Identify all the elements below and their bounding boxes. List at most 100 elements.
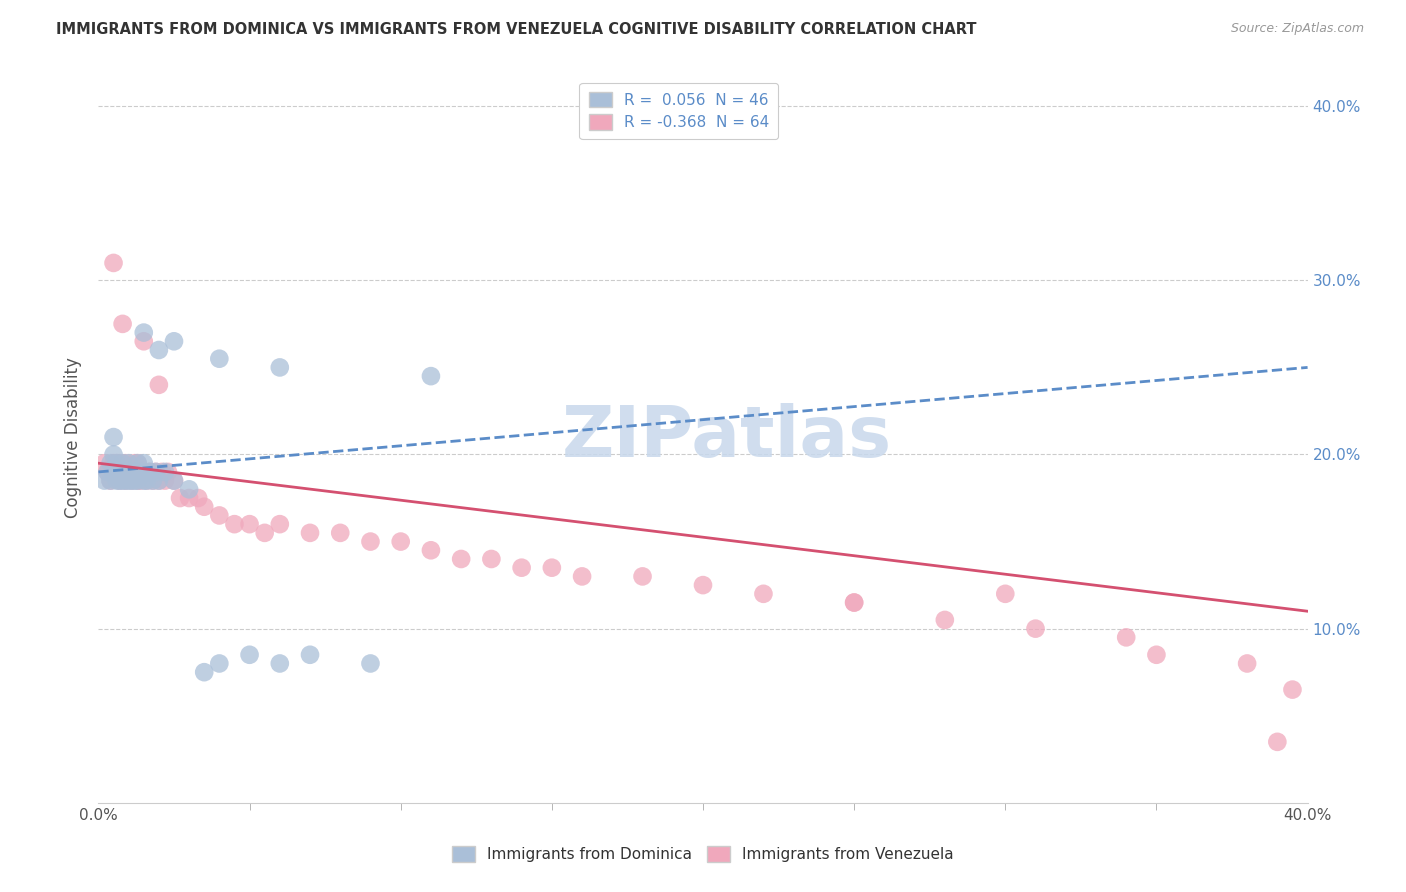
Point: [153, 465, 176, 479]
Point: [93, 456, 115, 470]
Point: [571, 569, 593, 583]
Point: [135, 474, 157, 488]
Point: [1024, 622, 1046, 636]
Point: [360, 657, 382, 671]
Point: [540, 560, 562, 574]
Point: [135, 474, 157, 488]
Point: [124, 465, 146, 479]
Point: [1281, 682, 1303, 697]
Point: [299, 525, 322, 540]
Legend: Immigrants from Dominica, Immigrants from Venezuela: Immigrants from Dominica, Immigrants fro…: [446, 840, 960, 868]
Point: [105, 456, 128, 470]
Text: Source: ZipAtlas.com: Source: ZipAtlas.com: [1230, 22, 1364, 36]
Point: [105, 474, 128, 488]
Point: [103, 465, 125, 479]
Point: [481, 552, 503, 566]
Point: [118, 474, 141, 488]
Point: [239, 517, 262, 532]
Y-axis label: Cognitive Disability: Cognitive Disability: [65, 357, 83, 517]
Point: [269, 657, 291, 671]
Point: [96, 465, 118, 479]
Point: [111, 317, 134, 331]
Point: [844, 595, 866, 609]
Point: [208, 657, 231, 671]
Point: [127, 474, 149, 488]
Point: [124, 456, 146, 470]
Point: [118, 465, 141, 479]
Point: [103, 430, 125, 444]
Point: [193, 665, 215, 680]
Point: [108, 465, 131, 479]
Point: [269, 517, 291, 532]
Point: [100, 474, 122, 488]
Point: [108, 456, 131, 470]
Point: [129, 474, 152, 488]
Point: [127, 456, 149, 470]
Point: [111, 465, 134, 479]
Point: [103, 456, 125, 470]
Point: [114, 474, 136, 488]
Point: [121, 474, 143, 488]
Point: [105, 456, 128, 470]
Point: [169, 491, 191, 505]
Point: [145, 465, 167, 479]
Point: [153, 474, 176, 488]
Point: [148, 343, 170, 357]
Point: [239, 648, 262, 662]
Point: [127, 456, 149, 470]
Point: [1115, 631, 1137, 645]
Point: [148, 474, 170, 488]
Point: [187, 491, 209, 505]
Point: [142, 474, 165, 488]
Point: [127, 474, 149, 488]
Point: [121, 474, 143, 488]
Point: [93, 474, 115, 488]
Point: [631, 569, 654, 583]
Point: [148, 474, 170, 488]
Point: [103, 256, 125, 270]
Point: [179, 483, 201, 497]
Point: [111, 456, 134, 470]
Point: [156, 465, 179, 479]
Point: [692, 578, 714, 592]
Point: [269, 360, 291, 375]
Point: [114, 465, 136, 479]
Point: [329, 525, 352, 540]
Text: IMMIGRANTS FROM DOMINICA VS IMMIGRANTS FROM VENEZUELA COGNITIVE DISABILITY CORRE: IMMIGRANTS FROM DOMINICA VS IMMIGRANTS F…: [56, 22, 977, 37]
Point: [150, 465, 173, 479]
Point: [208, 508, 231, 523]
Point: [148, 377, 170, 392]
Point: [389, 534, 412, 549]
Point: [132, 465, 155, 479]
Point: [132, 474, 155, 488]
Point: [100, 456, 122, 470]
Point: [114, 456, 136, 470]
Point: [114, 474, 136, 488]
Point: [179, 491, 201, 505]
Point: [420, 369, 443, 384]
Point: [142, 474, 165, 488]
Text: ZIPatlas: ZIPatlas: [562, 402, 893, 472]
Point: [253, 525, 276, 540]
Point: [103, 465, 125, 479]
Point: [145, 465, 167, 479]
Point: [208, 351, 231, 366]
Point: [299, 648, 322, 662]
Point: [224, 517, 246, 532]
Point: [163, 474, 186, 488]
Point: [510, 560, 533, 574]
Point: [124, 474, 146, 488]
Point: [752, 587, 775, 601]
Point: [139, 465, 162, 479]
Point: [96, 465, 118, 479]
Point: [163, 474, 186, 488]
Point: [1267, 735, 1289, 749]
Point: [450, 552, 472, 566]
Point: [360, 534, 382, 549]
Point: [420, 543, 443, 558]
Point: [844, 595, 866, 609]
Point: [132, 326, 155, 340]
Point: [118, 456, 141, 470]
Point: [994, 587, 1017, 601]
Point: [108, 474, 131, 488]
